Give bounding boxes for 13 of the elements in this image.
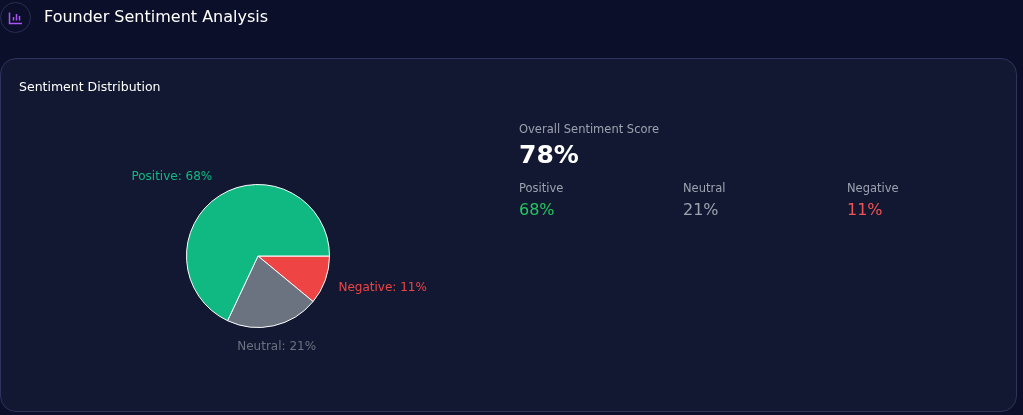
text: 78% xyxy=(519,140,580,169)
data-label: 68% xyxy=(519,200,556,219)
chart-title: Founder Sentiment Analysis xyxy=(44,7,269,26)
slice-label: Negative: 11% xyxy=(338,279,427,294)
category-label: Neutral xyxy=(683,181,727,195)
category-label: Negative xyxy=(847,181,900,195)
text: Overall Sentiment Score xyxy=(519,122,661,136)
data-label: 11% xyxy=(847,200,884,219)
data-label: 21% xyxy=(683,200,720,219)
slice-label: Neutral: 21% xyxy=(237,339,317,354)
category-label: Positive xyxy=(519,181,565,195)
chart-subtitle: Sentiment Distribution xyxy=(19,79,161,94)
slice-label: Positive: 68% xyxy=(131,169,213,184)
